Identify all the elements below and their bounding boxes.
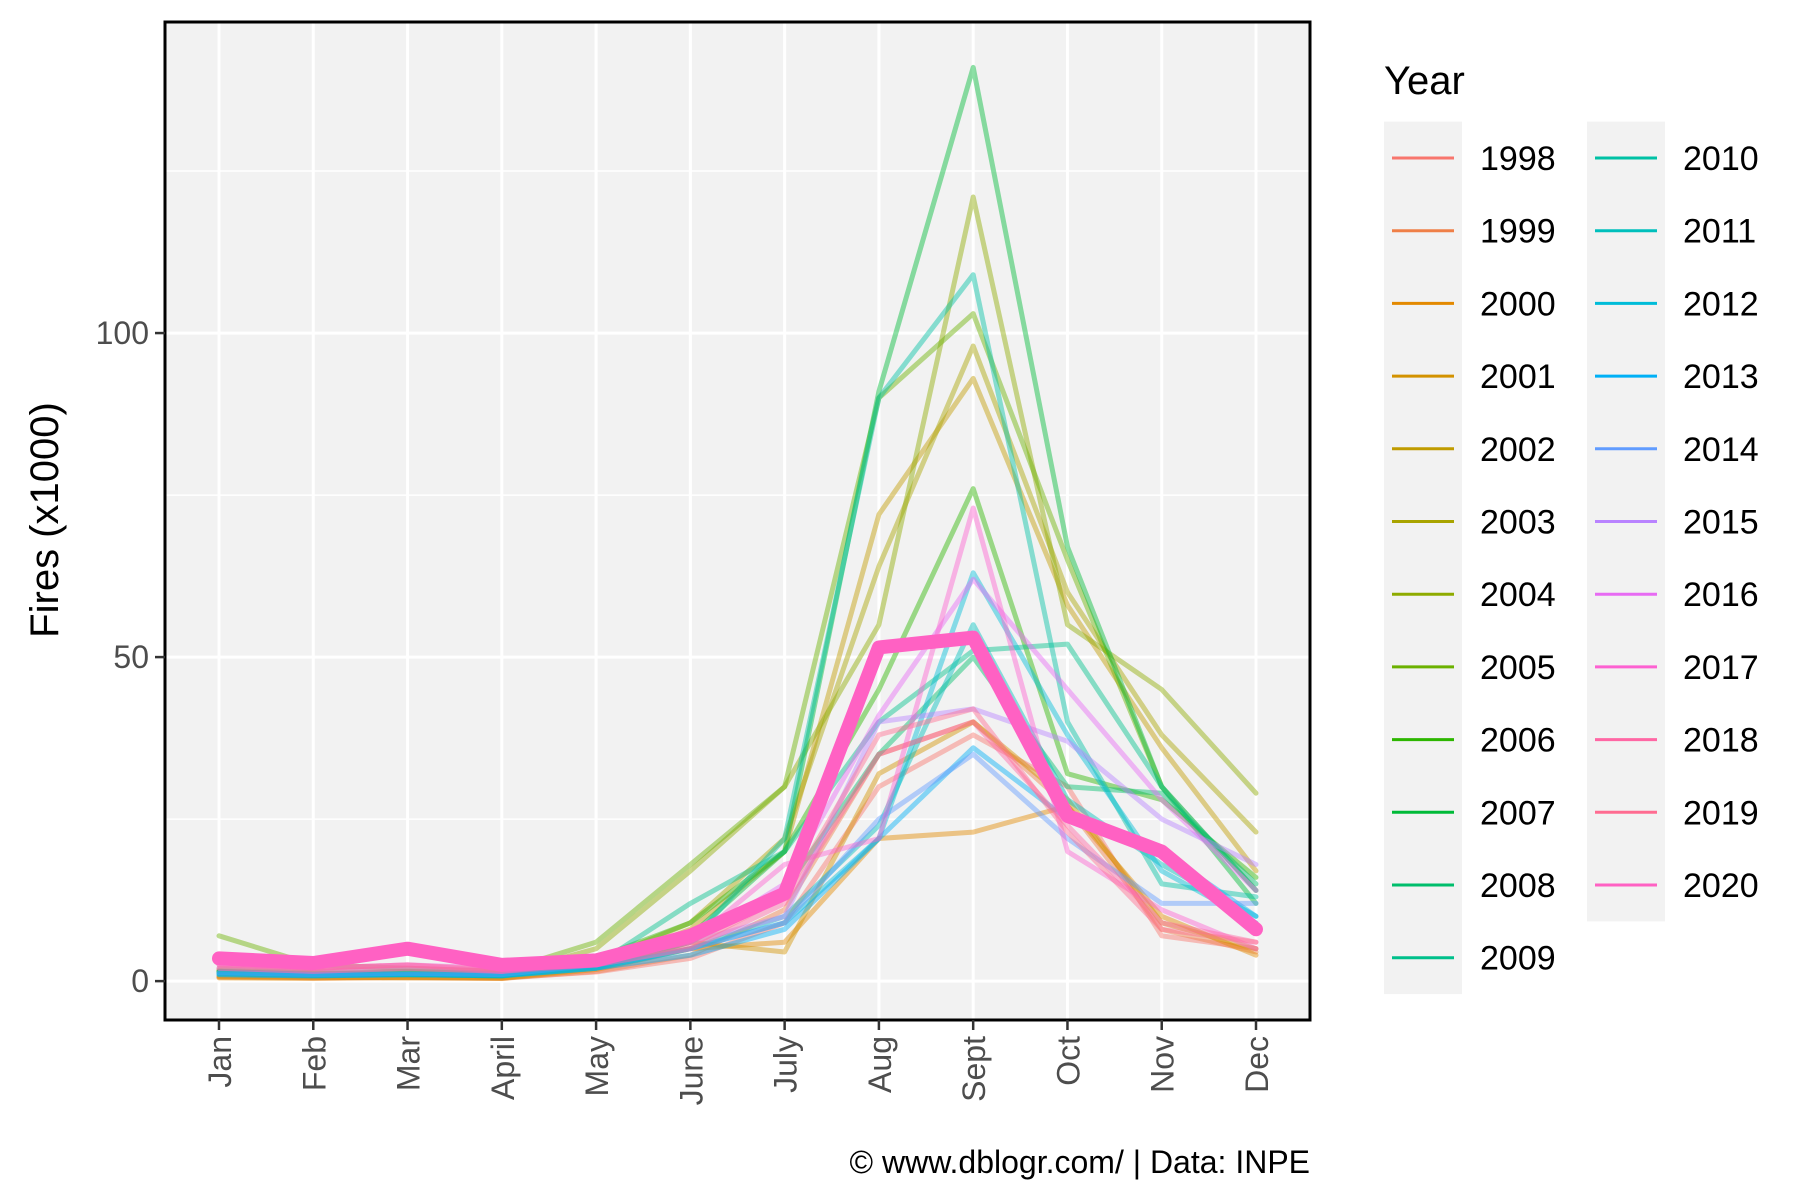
x-tick-label: Nov	[1145, 1036, 1181, 1093]
plot-panel-border	[163, 20, 1312, 1022]
x-tick-label: Jan	[202, 1036, 238, 1088]
series-line-2015	[216, 706, 1259, 974]
legend-label-2019: 2019	[1683, 794, 1759, 832]
plot-panel-background	[165, 22, 1310, 1020]
series-line-2014	[216, 751, 1259, 978]
legend-label-2012: 2012	[1683, 285, 1759, 323]
series-line-2009	[216, 641, 1259, 978]
legend-label-2008: 2008	[1480, 867, 1556, 905]
legend-label-2018: 2018	[1683, 722, 1759, 760]
legend-label-2016: 2016	[1683, 576, 1759, 614]
series-line-2010	[216, 272, 1259, 978]
legend-label-2009: 2009	[1480, 940, 1556, 978]
x-tick-label: Feb	[296, 1036, 332, 1091]
x-tick-label: Sept	[956, 1036, 992, 1102]
y-tick-label: 0	[131, 963, 149, 999]
minor-gridlines	[165, 170, 1310, 820]
y-tick-label: 50	[113, 639, 149, 675]
major-gridlines	[165, 22, 1310, 1020]
legend-label-2006: 2006	[1480, 722, 1556, 760]
legend-label-2007: 2007	[1480, 794, 1556, 832]
series-line-2004	[216, 194, 1259, 978]
legend-label-2014: 2014	[1683, 431, 1759, 469]
y-axis-title: Fires (x1000)	[23, 402, 67, 638]
legend-title: Year	[1384, 59, 1465, 103]
x-tick-label: Mar	[391, 1036, 427, 1091]
legend-label-2003: 2003	[1480, 504, 1556, 542]
source-caption: © www.dblogr.com/ | Data: INPE	[850, 1144, 1311, 1180]
legend-label-2002: 2002	[1480, 431, 1556, 469]
legend-label-2001: 2001	[1480, 358, 1556, 396]
x-tick-label: June	[673, 1036, 709, 1105]
x-tick-label: April	[485, 1036, 521, 1100]
legend: Year 1998 1999 2000 2001 2002 2003 2004 2005 200…	[1384, 59, 1759, 995]
series-line-2011	[216, 622, 1259, 979]
legend-key-background	[1384, 121, 1462, 995]
legend-label-2005: 2005	[1480, 649, 1556, 687]
series-line-2006	[216, 486, 1259, 978]
series-line-2002	[216, 375, 1259, 979]
legend-label-2015: 2015	[1683, 504, 1759, 542]
y-tick-label: 100	[96, 315, 149, 351]
series-line-2020-highlight	[212, 630, 1263, 972]
legend-label-1999: 1999	[1480, 213, 1556, 251]
legend-label-2011: 2011	[1683, 213, 1756, 251]
y-axis: 0 50 100	[96, 315, 165, 999]
legend-label-2020: 2020	[1683, 867, 1759, 905]
x-tick-label: Aug	[862, 1036, 898, 1093]
x-tick-label: Dec	[1239, 1036, 1275, 1093]
series-line-2003	[216, 343, 1259, 978]
series-lines	[212, 64, 1263, 981]
x-tick-label: May	[579, 1036, 615, 1096]
legend-label-2017: 2017	[1683, 649, 1759, 687]
x-tick-label: Oct	[1050, 1036, 1086, 1086]
legend-label-2013: 2013	[1683, 358, 1759, 396]
x-axis: Jan Feb Mar April May June July Aug Sept Oct Nov De…	[202, 1020, 1275, 1105]
legend-label-2010: 2010	[1683, 140, 1759, 178]
series-line-1998	[216, 732, 1259, 981]
x-tick-label: July	[768, 1036, 804, 1093]
legend-label-2004: 2004	[1480, 576, 1556, 614]
series-line-2007	[216, 64, 1259, 978]
series-line-2017	[216, 505, 1259, 974]
series-line-2012	[216, 570, 1259, 979]
series-line-2005	[216, 311, 1259, 974]
legend-label-1998: 1998	[1480, 140, 1556, 178]
legend-label-2000: 2000	[1480, 285, 1556, 323]
series-line-2018	[216, 719, 1259, 974]
